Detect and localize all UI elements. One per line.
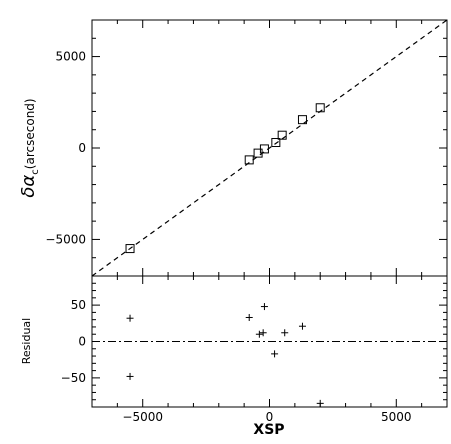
residual-point-plus	[316, 399, 324, 407]
bottom-y-axis-title: Residual	[20, 318, 33, 364]
top-y-tick-label: 5000	[55, 50, 86, 64]
bottom-ticks: −50 0 50 −5000 0 5000	[61, 276, 447, 424]
top-y-axis-subscript: c	[30, 169, 41, 175]
top-y-axis-title: δαc(arcsecond)	[18, 98, 41, 197]
residual-point-plus	[281, 329, 289, 337]
top-y-tick-label: 0	[78, 141, 86, 155]
bottom-y-tick-label: 50	[71, 298, 86, 312]
bottom-x-tick-label: 0	[266, 410, 274, 424]
bottom-marks	[92, 303, 447, 407]
residual-point-plus	[245, 313, 253, 321]
residual-point-plus	[298, 322, 306, 330]
bottom-x-tick-label: −5000	[122, 410, 163, 424]
top-y-axis-symbol: δα	[18, 175, 39, 198]
data-point-square	[244, 155, 254, 165]
top-marks	[91, 19, 448, 277]
residual-point-plus	[255, 330, 263, 338]
bottom-x-tick-label: 5000	[381, 410, 412, 424]
data-point-square	[297, 115, 307, 125]
x-axis-title: XSP	[253, 422, 284, 438]
data-point-square	[271, 138, 281, 148]
data-point-square	[259, 144, 269, 154]
top-y-tick-label: −5000	[45, 232, 86, 246]
bottom-y-tick-label: 0	[78, 335, 86, 349]
residual-point-plus	[126, 372, 134, 380]
residual-point-plus	[259, 329, 267, 337]
residual-point-plus	[271, 350, 279, 358]
bottom-y-tick-label: −50	[61, 371, 86, 385]
residual-point-plus	[260, 303, 268, 311]
top-ticks: −5000 0 5000	[45, 20, 447, 276]
fit-line	[91, 19, 448, 277]
residual-point-plus	[126, 314, 134, 322]
data-point-square	[277, 130, 287, 140]
data-point-square	[315, 103, 325, 113]
data-point-square	[125, 244, 135, 254]
top-y-axis-unit: (arcsecond)	[23, 98, 37, 169]
